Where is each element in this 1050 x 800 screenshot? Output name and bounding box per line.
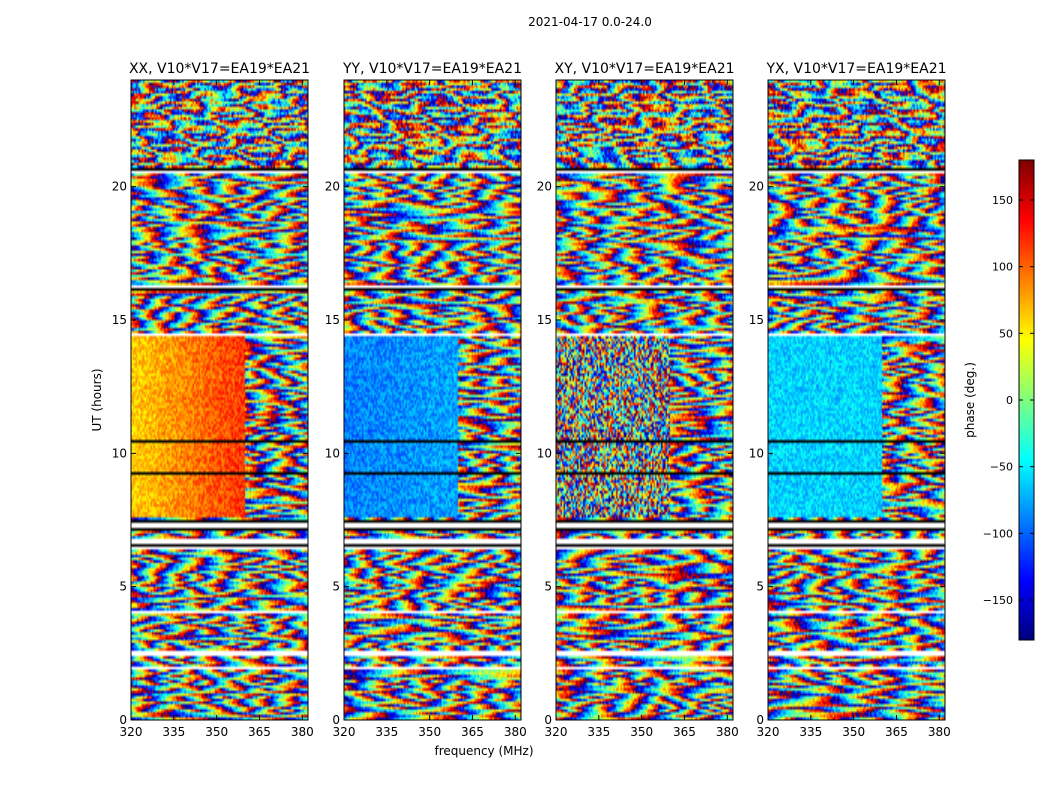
x-tick-label: 335: [375, 725, 398, 739]
panels: XX, V10*V17=EA19*EA21 0 5 10 15 20 320 335 350 36…: [112, 61, 951, 739]
y-tick-label: 20: [112, 180, 127, 194]
y-tick-label: 10: [749, 446, 764, 460]
x-tick-label: 320: [333, 725, 356, 739]
y-tick-label: 20: [537, 180, 552, 194]
colorbar-tick-label: 100: [992, 261, 1013, 274]
x-tick-label: 365: [673, 725, 696, 739]
y-tick-label: 5: [756, 580, 764, 594]
panel-3: YX, V10*V17=EA19*EA21 0 5 10 15 20 320 335 350 36…: [749, 61, 951, 739]
x-tick-label: 350: [842, 725, 865, 739]
heatmap-image-1: [344, 80, 521, 720]
panel-title: XY, V10*V17=EA19*EA21: [554, 61, 734, 77]
y-tick-label: 5: [544, 580, 552, 594]
x-tick-label: 380: [504, 725, 527, 739]
x-tick-label: 335: [799, 725, 822, 739]
y-tick-label: 15: [112, 313, 127, 327]
panel-title: YY, V10*V17=EA19*EA21: [342, 61, 522, 77]
panel-1: YY, V10*V17=EA19*EA21 0 5 10 15 20 320 335 350 36…: [325, 61, 527, 739]
y-tick-label: 15: [537, 313, 552, 327]
y-tick-label: 5: [119, 580, 127, 594]
y-tick-label: 10: [537, 446, 552, 460]
x-tick-label: 350: [418, 725, 441, 739]
y-tick-label: 10: [325, 446, 340, 460]
x-tick-label: 365: [885, 725, 908, 739]
y-tick-label: 20: [749, 180, 764, 194]
colorbar-label: phase (deg.): [963, 362, 977, 438]
panel-frame: [343, 79, 522, 721]
heatmap-image-3: [768, 80, 945, 720]
y-tick-label: 20: [325, 180, 340, 194]
panel-title: YX, V10*V17=EA19*EA21: [765, 61, 946, 77]
colorbar-tick-label: −50: [990, 461, 1013, 474]
x-tick-label: 335: [162, 725, 185, 739]
x-tick-label: 350: [205, 725, 228, 739]
x-tick-label: 320: [757, 725, 780, 739]
colorbar-tick-label: −100: [983, 527, 1013, 540]
y-tick-label: 15: [749, 313, 764, 327]
panel-2: XY, V10*V17=EA19*EA21 0 5 10 15 20 320 335 350 36…: [537, 61, 739, 739]
colorbar-tick-label: −150: [983, 594, 1013, 607]
panel-frame: [767, 79, 946, 721]
x-tick-label: 320: [545, 725, 568, 739]
colorbar: −150 −100 −50 0 50 100 150 phase (deg.): [963, 159, 1035, 641]
x-tick-label: 365: [248, 725, 271, 739]
heatmap-image-2: [556, 80, 733, 720]
y-tick-label: 5: [332, 580, 340, 594]
colorbar-tick-label: 150: [992, 194, 1013, 207]
y-axis-label: UT (hours): [90, 368, 104, 431]
panel-0: XX, V10*V17=EA19*EA21 0 5 10 15 20 320 335 350 36…: [112, 61, 314, 739]
x-tick-label: 380: [291, 725, 314, 739]
x-tick-label: 365: [461, 725, 484, 739]
colorbar-tick-label: 0: [1006, 394, 1013, 407]
y-tick-label: 15: [325, 313, 340, 327]
x-tick-label: 350: [630, 725, 653, 739]
panel-frame: [555, 79, 734, 721]
x-tick-label: 380: [928, 725, 951, 739]
x-tick-label: 380: [716, 725, 739, 739]
panel-frame: [130, 79, 309, 721]
x-axis-label: frequency (MHz): [434, 744, 533, 758]
panel-title: XX, V10*V17=EA19*EA21: [129, 61, 310, 77]
y-tick-label: 10: [112, 446, 127, 460]
x-tick-label: 320: [120, 725, 143, 739]
y-tick-label: 0: [119, 713, 127, 727]
x-tick-label: 335: [587, 725, 610, 739]
heatmap-image-0: [131, 80, 308, 720]
y-tick-label: 0: [332, 713, 340, 727]
colorbar-tick-label: 50: [999, 327, 1013, 340]
y-tick-label: 0: [544, 713, 552, 727]
y-tick-label: 0: [756, 713, 764, 727]
figure-title: 2021-04-17 0.0-24.0: [528, 15, 652, 29]
